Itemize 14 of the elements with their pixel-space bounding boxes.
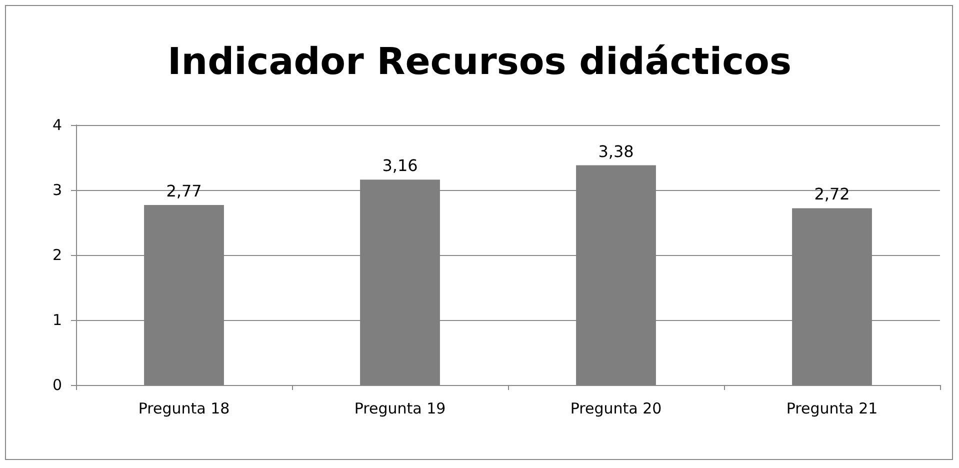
y-tick-label: 1 <box>52 311 62 329</box>
data-label: 2,77 <box>166 181 202 200</box>
y-tick-label: 4 <box>52 116 62 134</box>
x-tick-label: Pregunta 19 <box>354 400 446 418</box>
x-tick-label: Pregunta 21 <box>786 400 878 418</box>
data-label: 3,38 <box>598 142 634 161</box>
y-tick-label: 2 <box>52 246 62 264</box>
chart-title: Indicador Recursos didácticos <box>168 40 792 83</box>
data-label: 2,72 <box>814 184 850 204</box>
x-tick-label: Pregunta 18 <box>138 400 230 418</box>
data-label: 3,16 <box>382 156 418 176</box>
x-tick-label: Pregunta 20 <box>570 400 662 418</box>
y-tick-label: 3 <box>52 181 62 199</box>
y-tick-label: 0 <box>52 376 62 394</box>
